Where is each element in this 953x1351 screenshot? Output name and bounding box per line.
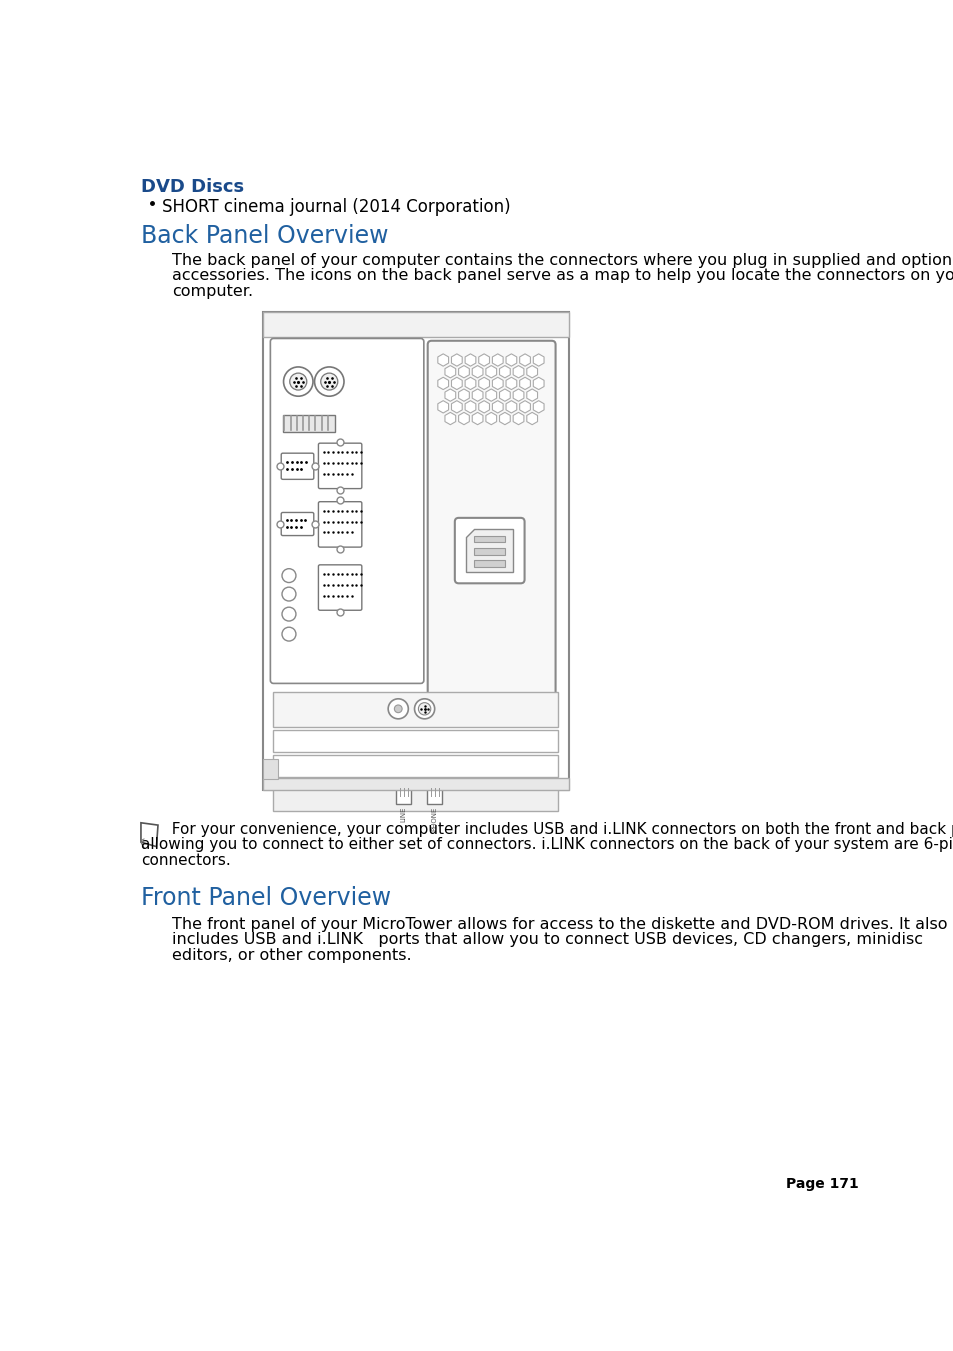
Polygon shape bbox=[499, 412, 510, 424]
Polygon shape bbox=[478, 401, 489, 413]
Bar bbox=[474, 561, 505, 567]
Polygon shape bbox=[444, 389, 456, 401]
Polygon shape bbox=[465, 377, 476, 389]
Polygon shape bbox=[533, 354, 543, 366]
Polygon shape bbox=[472, 412, 482, 424]
Polygon shape bbox=[451, 354, 461, 366]
Circle shape bbox=[282, 588, 295, 601]
Text: Page 171: Page 171 bbox=[785, 1177, 858, 1192]
Circle shape bbox=[283, 367, 313, 396]
Bar bbox=[274, 731, 558, 753]
Text: includes USB and i.LINK   ports that allow you to connect USB devices, CD change: includes USB and i.LINK ports that allow… bbox=[172, 932, 922, 947]
Polygon shape bbox=[472, 389, 482, 401]
Polygon shape bbox=[513, 389, 523, 401]
Polygon shape bbox=[465, 354, 476, 366]
Polygon shape bbox=[533, 401, 543, 413]
Polygon shape bbox=[472, 366, 482, 378]
Text: computer.: computer. bbox=[172, 284, 253, 299]
Text: Back Panel Overview: Back Panel Overview bbox=[141, 224, 388, 247]
Polygon shape bbox=[478, 377, 489, 389]
Polygon shape bbox=[437, 401, 448, 413]
Bar bbox=[395, 788, 411, 804]
Polygon shape bbox=[526, 412, 537, 424]
Polygon shape bbox=[526, 389, 537, 401]
Text: DVD Discs: DVD Discs bbox=[141, 177, 244, 196]
Circle shape bbox=[418, 703, 431, 715]
Circle shape bbox=[290, 373, 307, 390]
Circle shape bbox=[415, 698, 435, 719]
Polygon shape bbox=[499, 366, 510, 378]
FancyBboxPatch shape bbox=[270, 339, 423, 684]
Polygon shape bbox=[505, 377, 517, 389]
Circle shape bbox=[320, 373, 337, 390]
Polygon shape bbox=[513, 366, 523, 378]
Polygon shape bbox=[526, 366, 537, 378]
Text: Front Panel Overview: Front Panel Overview bbox=[141, 886, 391, 911]
Circle shape bbox=[314, 367, 344, 396]
Polygon shape bbox=[458, 412, 469, 424]
Bar bbox=[274, 785, 558, 811]
Polygon shape bbox=[466, 530, 513, 571]
Bar bbox=[262, 778, 568, 790]
Polygon shape bbox=[492, 377, 502, 389]
Bar bbox=[274, 755, 558, 777]
Polygon shape bbox=[492, 354, 502, 366]
FancyBboxPatch shape bbox=[318, 565, 361, 611]
Polygon shape bbox=[444, 366, 456, 378]
Polygon shape bbox=[451, 401, 461, 413]
Bar bbox=[282, 415, 335, 431]
Text: connectors.: connectors. bbox=[141, 852, 231, 867]
Polygon shape bbox=[533, 377, 543, 389]
Polygon shape bbox=[437, 377, 448, 389]
FancyBboxPatch shape bbox=[281, 512, 314, 535]
Polygon shape bbox=[444, 412, 456, 424]
Polygon shape bbox=[492, 401, 502, 413]
FancyBboxPatch shape bbox=[427, 340, 555, 719]
Polygon shape bbox=[519, 354, 530, 366]
Text: accessories. The icons on the back panel serve as a map to help you locate the c: accessories. The icons on the back panel… bbox=[172, 269, 953, 284]
Polygon shape bbox=[485, 389, 497, 401]
FancyBboxPatch shape bbox=[455, 517, 524, 584]
Bar bbox=[474, 549, 505, 555]
Polygon shape bbox=[458, 366, 469, 378]
Circle shape bbox=[388, 698, 408, 719]
Text: editors, or other components.: editors, or other components. bbox=[172, 947, 411, 962]
FancyBboxPatch shape bbox=[318, 443, 361, 489]
Polygon shape bbox=[513, 412, 523, 424]
Bar bbox=[474, 535, 505, 543]
Text: SHORT cinema journal (2014 Corporation): SHORT cinema journal (2014 Corporation) bbox=[162, 197, 510, 216]
Text: PHONE: PHONE bbox=[431, 807, 437, 831]
Text: For your convenience, your computer includes USB and i.LINK connectors on both t: For your convenience, your computer incl… bbox=[162, 821, 953, 838]
Polygon shape bbox=[505, 354, 517, 366]
Circle shape bbox=[394, 705, 402, 713]
Bar bbox=[427, 788, 442, 804]
Text: The front panel of your MicroTower allows for access to the diskette and DVD-ROM: The front panel of your MicroTower allow… bbox=[172, 917, 946, 932]
Polygon shape bbox=[451, 377, 461, 389]
Polygon shape bbox=[519, 401, 530, 413]
Polygon shape bbox=[519, 377, 530, 389]
Polygon shape bbox=[485, 412, 497, 424]
Polygon shape bbox=[437, 354, 448, 366]
Text: The back panel of your computer contains the connectors where you plug in suppli: The back panel of your computer contains… bbox=[172, 253, 953, 267]
Polygon shape bbox=[458, 389, 469, 401]
FancyBboxPatch shape bbox=[318, 501, 361, 547]
Polygon shape bbox=[478, 354, 489, 366]
Polygon shape bbox=[465, 401, 476, 413]
Bar bbox=[262, 312, 568, 336]
Polygon shape bbox=[499, 389, 510, 401]
Circle shape bbox=[282, 569, 295, 582]
Bar bbox=[262, 312, 568, 790]
FancyBboxPatch shape bbox=[281, 453, 314, 480]
Text: allowing you to connect to either set of connectors. i.LINK connectors on the ba: allowing you to connect to either set of… bbox=[141, 838, 953, 852]
Circle shape bbox=[282, 607, 295, 621]
Bar bbox=[262, 759, 278, 780]
Polygon shape bbox=[505, 401, 517, 413]
Bar bbox=[274, 692, 558, 727]
Polygon shape bbox=[485, 366, 497, 378]
Text: LINE: LINE bbox=[400, 807, 406, 823]
Polygon shape bbox=[141, 823, 158, 847]
Circle shape bbox=[282, 627, 295, 642]
